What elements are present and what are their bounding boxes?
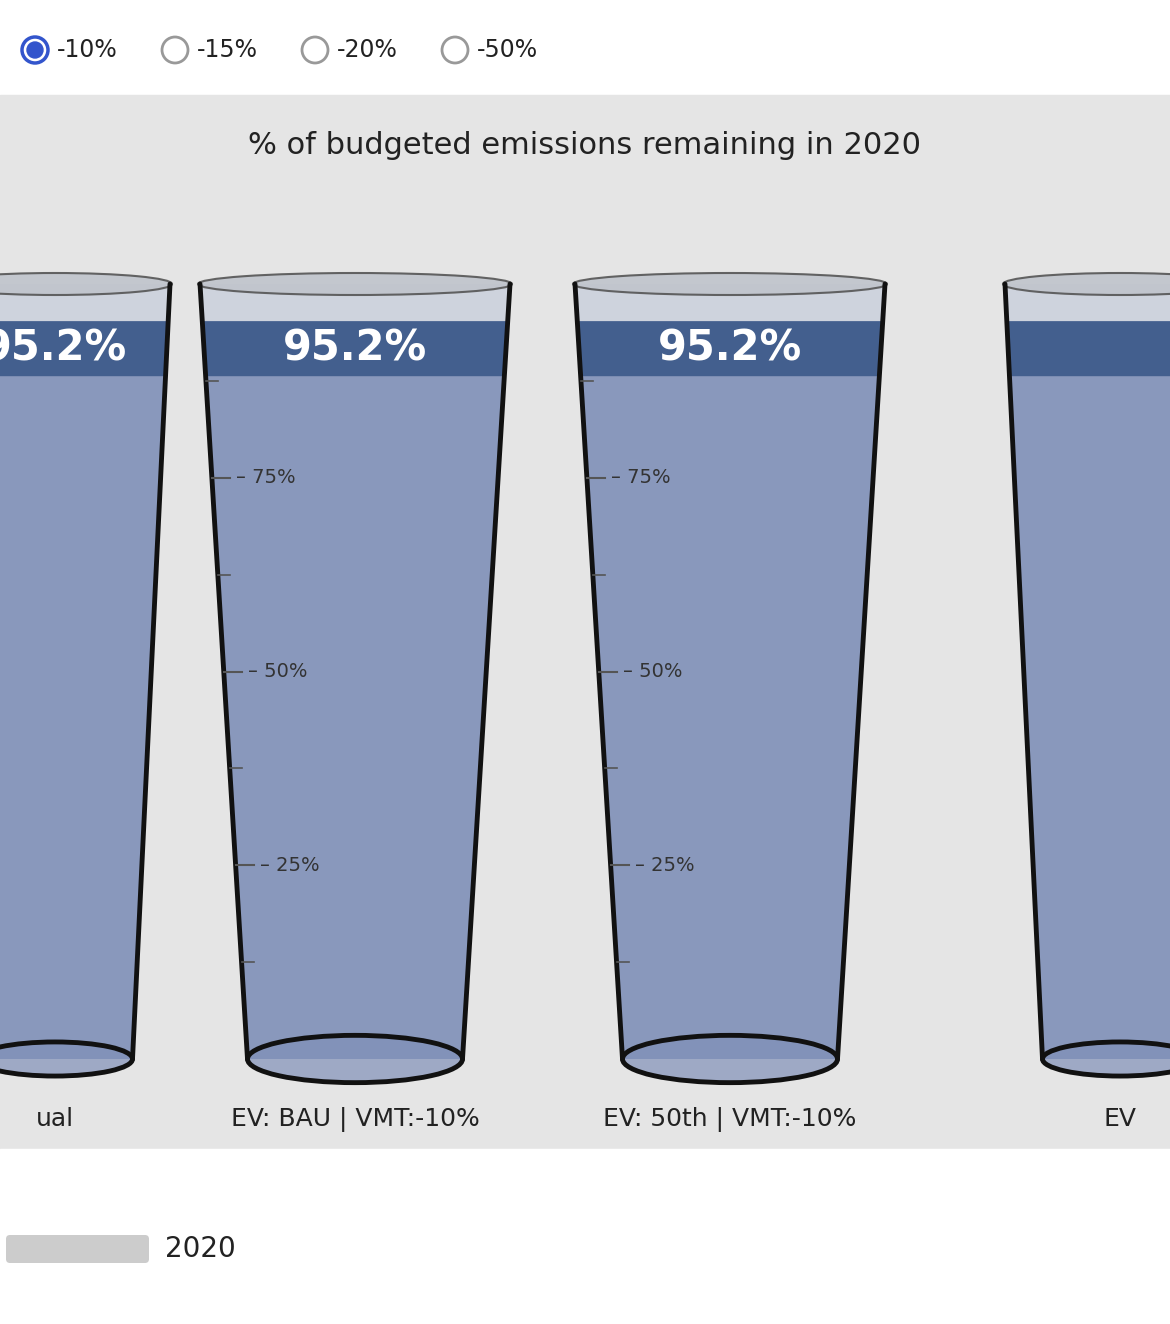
Polygon shape (577, 322, 882, 1059)
Text: -20%: -20% (337, 38, 398, 62)
Polygon shape (1005, 285, 1170, 1059)
Text: % of budgeted emissions remaining in 2020: % of budgeted emissions remaining in 202… (248, 131, 922, 159)
Text: 2020: 2020 (165, 1235, 235, 1263)
Text: ual: ual (36, 1107, 74, 1131)
Bar (0, 0, 1170, 95)
Text: 95.2%: 95.2% (283, 328, 427, 369)
Bar (0, 1149, 1170, 1324)
Text: 95.2%: 95.2% (658, 328, 803, 369)
Circle shape (161, 37, 188, 64)
Circle shape (22, 37, 48, 64)
Text: -15%: -15% (197, 38, 259, 62)
Bar (0, 95, 1170, 1149)
Polygon shape (1007, 322, 1170, 376)
Text: – 50%: – 50% (248, 662, 308, 681)
Text: – 75%: – 75% (236, 469, 296, 487)
Polygon shape (0, 322, 168, 376)
FancyBboxPatch shape (6, 1235, 149, 1263)
Text: – 75%: – 75% (611, 469, 670, 487)
Text: EV: 50th | VMT:-10%: EV: 50th | VMT:-10% (604, 1107, 856, 1132)
Ellipse shape (1003, 273, 1170, 295)
Polygon shape (202, 322, 508, 376)
Ellipse shape (622, 1035, 838, 1083)
Text: 95.2%: 95.2% (0, 328, 128, 369)
Circle shape (442, 37, 468, 64)
Ellipse shape (198, 273, 512, 295)
Polygon shape (574, 285, 885, 1059)
Polygon shape (0, 322, 168, 1059)
Polygon shape (202, 322, 508, 1059)
Polygon shape (200, 285, 510, 1059)
Text: EV: EV (1103, 1107, 1136, 1131)
Ellipse shape (248, 1035, 462, 1083)
Circle shape (27, 42, 43, 58)
Circle shape (302, 37, 328, 64)
Text: -50%: -50% (477, 38, 538, 62)
Polygon shape (1007, 322, 1170, 1059)
Ellipse shape (1042, 1042, 1170, 1076)
Polygon shape (0, 285, 170, 1059)
Polygon shape (577, 322, 882, 376)
Text: – 25%: – 25% (260, 855, 319, 875)
Text: – 25%: – 25% (634, 855, 694, 875)
Ellipse shape (573, 273, 887, 295)
Ellipse shape (0, 273, 172, 295)
Text: – 50%: – 50% (622, 662, 682, 681)
Text: -10%: -10% (57, 38, 118, 62)
Ellipse shape (0, 1042, 132, 1076)
Text: EV: BAU | VMT:-10%: EV: BAU | VMT:-10% (230, 1107, 480, 1132)
